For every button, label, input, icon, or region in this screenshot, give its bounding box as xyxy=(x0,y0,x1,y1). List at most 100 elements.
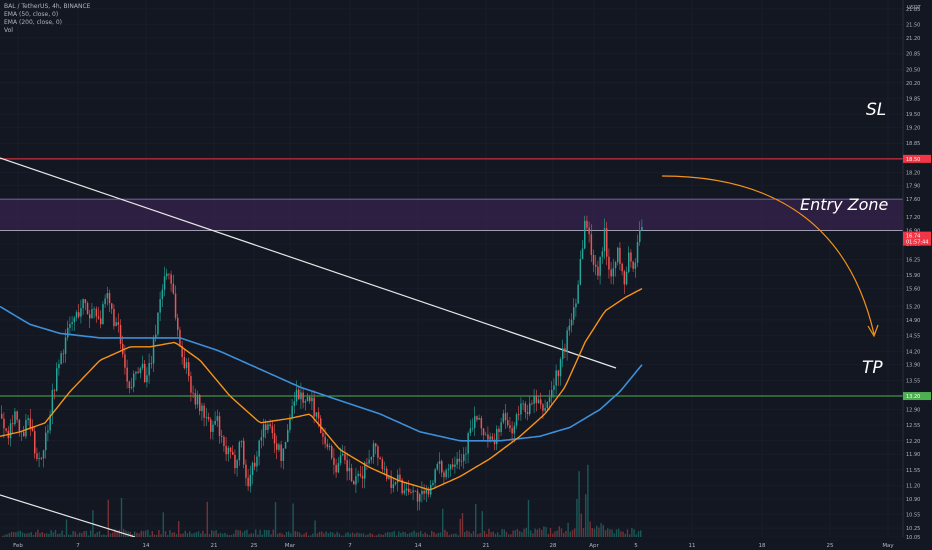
candle-body xyxy=(130,387,133,389)
candle-body xyxy=(16,411,18,420)
candle-body xyxy=(634,262,637,269)
volume-bar xyxy=(534,528,536,537)
volume-bar xyxy=(270,534,272,537)
candle-body xyxy=(67,327,69,338)
volume-bar xyxy=(510,534,512,537)
volume-bar xyxy=(206,501,208,537)
candle-body xyxy=(201,405,203,411)
volume-bar xyxy=(233,533,235,537)
candle-body xyxy=(610,269,612,277)
volume-bar xyxy=(81,533,83,537)
ema200-legend[interactable]: EMA (200, close, 0) xyxy=(4,19,63,26)
volume-bar xyxy=(175,534,178,537)
volume-bar xyxy=(477,534,479,537)
candle-body xyxy=(445,470,447,478)
volume-bar xyxy=(404,532,406,537)
volume-bar xyxy=(244,530,246,537)
candle-body xyxy=(617,247,619,263)
volume-bar xyxy=(96,532,98,537)
candle-body xyxy=(139,368,142,373)
candle-body xyxy=(304,401,307,403)
volume-bar xyxy=(54,529,57,537)
candle-body xyxy=(146,375,148,383)
price-tick-label: 19.85 xyxy=(906,96,920,102)
candle-body xyxy=(1,413,3,419)
candle-body xyxy=(106,293,109,299)
volume-bar xyxy=(609,529,611,537)
volume-bar xyxy=(589,521,591,537)
volume-bar xyxy=(140,530,142,537)
candle-body xyxy=(469,428,472,434)
volume-bar xyxy=(156,534,158,537)
candle-body xyxy=(333,457,335,465)
volume-bar xyxy=(598,527,600,537)
candle-body xyxy=(45,432,47,451)
volume-bar xyxy=(622,531,624,537)
forecast-arrow[interactable] xyxy=(661,175,875,335)
volume-bar xyxy=(503,529,505,537)
upper-trendline[interactable] xyxy=(0,157,617,369)
volume-bar xyxy=(13,532,15,537)
ema200-line[interactable] xyxy=(0,305,643,442)
volume-bar xyxy=(255,529,257,537)
volume-bar xyxy=(367,534,369,537)
volume-bar xyxy=(127,531,129,537)
volume-bar xyxy=(215,530,217,537)
ema50-legend[interactable]: EMA (50, close, 0) xyxy=(4,11,59,18)
volume-bar xyxy=(235,529,237,537)
volume-bar xyxy=(266,530,268,537)
candle-body xyxy=(265,424,267,431)
price-tick-label: 17.20 xyxy=(906,215,920,221)
volume-bar xyxy=(65,519,68,537)
candle-body xyxy=(619,247,621,264)
candle-body xyxy=(273,433,276,444)
candle-body xyxy=(271,426,274,434)
volume-bar xyxy=(422,533,424,537)
volume-bar xyxy=(499,534,501,537)
entry-zone-box[interactable] xyxy=(0,199,903,231)
ema50-line[interactable] xyxy=(0,287,643,491)
candle-body xyxy=(370,457,373,460)
volume-bar xyxy=(554,531,556,537)
volume-bar xyxy=(46,533,48,537)
candle-body xyxy=(465,453,467,455)
price-tick-label: 15.90 xyxy=(906,273,920,279)
volume-bar xyxy=(87,535,90,537)
volume-bar xyxy=(332,532,334,537)
candle-body xyxy=(102,304,104,325)
candle-body xyxy=(390,475,392,489)
candle-body xyxy=(562,348,564,360)
volume-bar xyxy=(290,533,292,537)
symbol-line[interactable]: BAL / TetherUS, 4h, BINANCE xyxy=(4,3,91,10)
lower-trendline[interactable] xyxy=(0,494,136,538)
time-tick-label: May xyxy=(882,543,894,549)
price-tick-layer: 21.85 21.50 21.20 20.85 20.50 20.20 19.85 19.50… xyxy=(906,7,920,541)
candle-body xyxy=(357,473,359,477)
volume-bar xyxy=(615,529,618,537)
candle-body xyxy=(295,389,298,402)
candle-body xyxy=(548,397,551,403)
volume-bar xyxy=(116,530,118,537)
candle-body xyxy=(104,298,106,305)
candle-body xyxy=(502,413,505,423)
volume-bar xyxy=(571,530,574,537)
candle-body xyxy=(526,412,529,415)
volume-bar xyxy=(70,534,72,537)
volume-bar xyxy=(318,531,321,537)
candle-body xyxy=(337,463,340,473)
volume-bar xyxy=(191,533,193,537)
candle-body xyxy=(427,489,430,495)
candle-body xyxy=(491,436,494,440)
candle-body xyxy=(148,363,150,376)
volume-bar xyxy=(26,533,28,537)
volume-bar xyxy=(402,531,404,537)
volume-bar xyxy=(90,530,92,537)
candle-body xyxy=(47,430,49,433)
volume-bar xyxy=(43,533,46,537)
volume-legend[interactable]: Vol xyxy=(4,27,13,34)
volume-bar xyxy=(101,535,103,537)
volume-bar xyxy=(567,522,569,537)
candle-body xyxy=(214,420,216,425)
